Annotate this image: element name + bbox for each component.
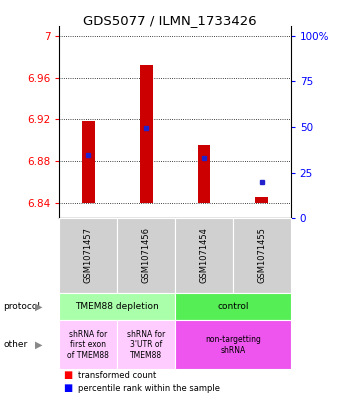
Text: non-targetting
shRNA: non-targetting shRNA [205,335,261,354]
Text: transformed count: transformed count [78,371,156,380]
Bar [82,121,95,202]
Text: shRNA for
first exon
of TMEM88: shRNA for first exon of TMEM88 [67,330,109,360]
Bar [255,197,268,202]
Text: TMEM88 depletion: TMEM88 depletion [75,302,159,311]
Text: ■: ■ [63,370,72,380]
Text: GDS5077 / ILMN_1733426: GDS5077 / ILMN_1733426 [83,14,257,27]
Text: GSM1071455: GSM1071455 [257,228,266,283]
Text: GSM1071456: GSM1071456 [142,228,151,283]
Text: protocol: protocol [3,302,40,311]
Text: GSM1071454: GSM1071454 [200,228,208,283]
Text: other: other [3,340,28,349]
Text: ▶: ▶ [35,301,43,312]
Text: shRNA for
3'UTR of
TMEM88: shRNA for 3'UTR of TMEM88 [127,330,165,360]
Text: control: control [217,302,249,311]
Text: ▶: ▶ [35,340,43,350]
Text: percentile rank within the sample: percentile rank within the sample [78,384,220,393]
Bar [140,65,153,202]
Text: ■: ■ [63,383,72,393]
Bar [198,145,210,202]
Text: GSM1071457: GSM1071457 [84,228,93,283]
